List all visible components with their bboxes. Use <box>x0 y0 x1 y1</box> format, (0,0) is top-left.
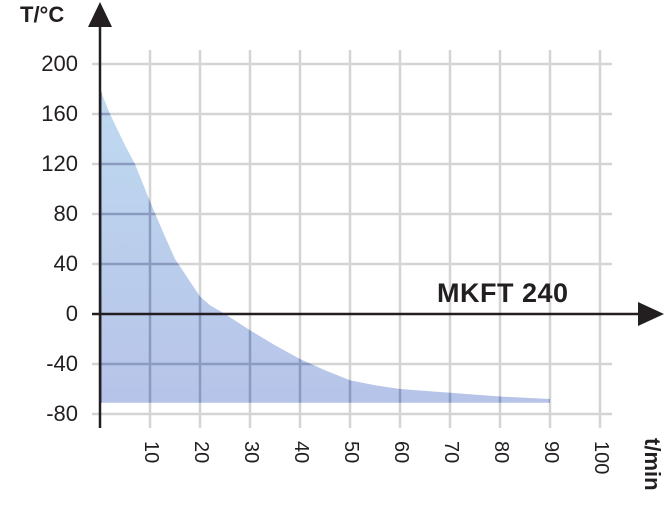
y-tick-label: -80 <box>46 401 78 426</box>
x-axis-title: t/min <box>640 438 665 491</box>
x-tick-label: 10 <box>140 441 162 464</box>
x-tick-label: 40 <box>290 441 312 464</box>
x-tick-label: 20 <box>190 441 212 464</box>
y-axis-arrow-icon <box>88 2 112 27</box>
y-tick-label: 40 <box>53 251 78 276</box>
x-axis-arrow-icon <box>638 302 664 326</box>
x-tick-label: 70 <box>440 441 462 464</box>
y-tick-label: 0 <box>65 301 78 326</box>
y-tick-label: 120 <box>41 151 78 176</box>
x-tick-label: 30 <box>240 441 262 464</box>
y-tick-label: 80 <box>53 201 78 226</box>
x-tick-label: 60 <box>390 441 412 464</box>
x-tick-label: 80 <box>490 441 512 464</box>
y-axis-title: T/°C <box>20 2 65 27</box>
x-tick-label: 50 <box>340 441 362 464</box>
y-tick-label: 200 <box>41 51 78 76</box>
y-tick-label: 160 <box>41 101 78 126</box>
y-tick-label: -40 <box>46 351 78 376</box>
series-label: MKFT 240 <box>437 278 569 308</box>
cooling-curve-area <box>100 89 550 403</box>
x-tick-label: 90 <box>540 441 562 464</box>
x-tick-label: 100 <box>590 441 612 475</box>
axes <box>88 2 664 428</box>
